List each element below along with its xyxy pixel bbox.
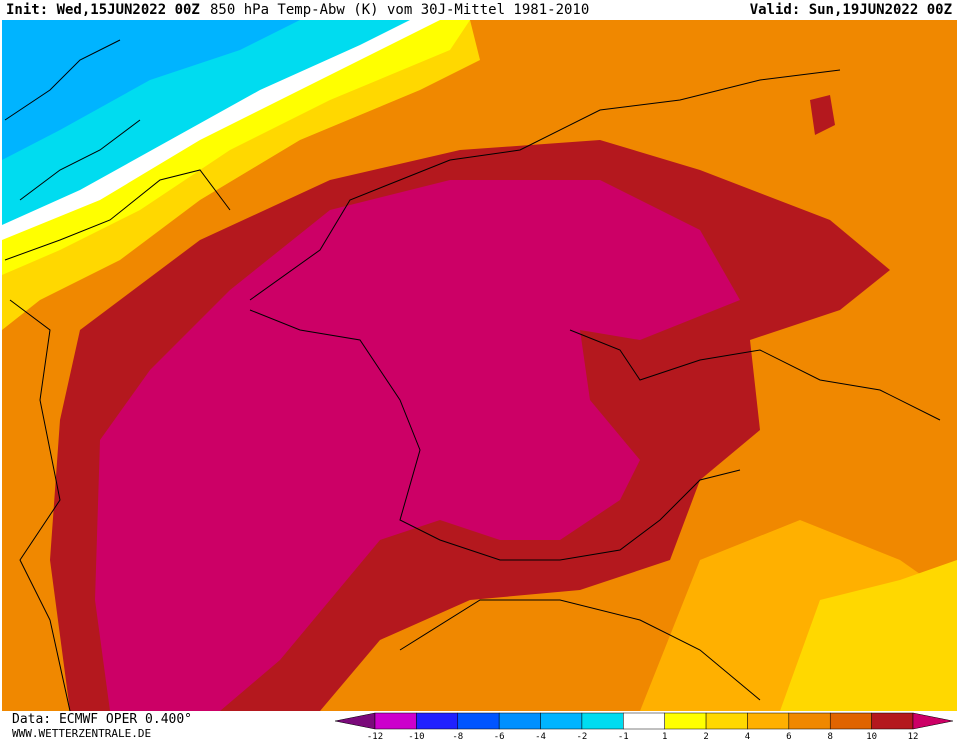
color-legend: -12 -10 -8 -6 -4 -2 -1 1 2 4 6 8 10 12	[334, 712, 954, 741]
legend-arrow-high	[912, 712, 954, 730]
legend-swatch	[664, 712, 707, 730]
coast-central	[249, 69, 841, 301]
field-gold-se	[780, 560, 957, 711]
legend-label: 6	[786, 732, 791, 741]
legend-label: -4	[535, 732, 546, 741]
legend-label: 12	[908, 732, 919, 741]
init-label: Init: Wed,15JUN2022 00Z	[6, 2, 200, 18]
valid-label: Valid: Sun,19JUN2022 00Z	[750, 2, 952, 18]
legend-swatch	[747, 712, 790, 730]
data-source: Data: ECMWF OPER 0.400°	[12, 712, 192, 727]
legend-swatch	[498, 712, 541, 730]
coast-west	[9, 299, 71, 712]
website: WWW.WETTERZENTRALE.DE	[12, 727, 151, 740]
legend-label: -10	[408, 732, 424, 741]
legend-swatch	[788, 712, 831, 730]
field-lightblue	[2, 20, 300, 160]
legend-swatch	[540, 712, 583, 730]
border-south	[399, 599, 761, 701]
field-red-spot	[810, 95, 835, 135]
legend-swatch	[416, 712, 459, 730]
legend-label: 1	[662, 732, 667, 741]
legend-swatch	[457, 712, 500, 730]
legend-label: 10	[866, 732, 877, 741]
legend-swatch	[623, 712, 665, 730]
legend-label: -2	[577, 732, 588, 741]
borders	[4, 39, 941, 712]
legend-swatch	[705, 712, 748, 730]
legend-swatch	[581, 712, 624, 730]
legend-label: -12	[367, 732, 383, 741]
border-line	[249, 309, 741, 561]
legend-label: -1	[618, 732, 629, 741]
legend-swatch	[374, 712, 417, 730]
coast-north	[4, 39, 231, 261]
legend-label: 8	[828, 732, 833, 741]
map	[2, 20, 957, 712]
legend-label: 2	[703, 732, 708, 741]
legend-label: -8	[452, 732, 463, 741]
legend-swatch	[871, 712, 914, 730]
legend-swatch	[829, 712, 872, 730]
map-title: 850 hPa Temp-Abw (K) vom 30J-Mittel 1981…	[210, 2, 589, 18]
legend-label: -6	[494, 732, 505, 741]
border-east	[569, 329, 941, 421]
legend-label: 4	[745, 732, 750, 741]
